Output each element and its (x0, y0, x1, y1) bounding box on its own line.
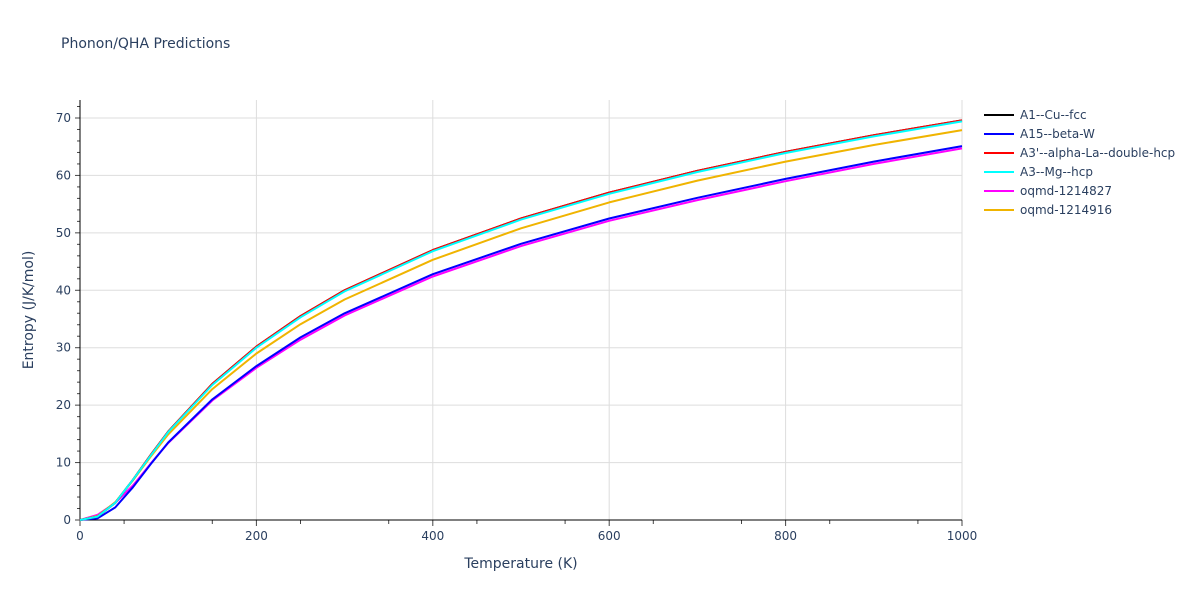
data-lines (79, 119, 963, 521)
legend-swatch (984, 189, 1014, 192)
legend-label: A1--Cu--fcc (1020, 107, 1087, 122)
legend-swatch (984, 151, 1014, 154)
series-line (79, 145, 963, 521)
legend-label: oqmd-1214916 (1020, 202, 1113, 217)
legend-swatch (984, 170, 1014, 173)
legend-swatch (984, 113, 1014, 116)
x-tick-label: 0 (76, 529, 84, 543)
y-tick-label: 50 (56, 226, 71, 240)
legend: A1--Cu--fcc A15--beta-W A3'--alpha-La--dou… (984, 105, 1175, 219)
x-tick-label: 200 (245, 529, 268, 543)
legend-item[interactable]: A1--Cu--fcc (984, 105, 1175, 124)
y-tick-label: 20 (56, 398, 71, 412)
x-tick-label: 400 (421, 529, 444, 543)
series-line (79, 120, 963, 521)
x-tick-label: 600 (598, 529, 621, 543)
y-axis-label: Entropy (J/K/mol) (21, 251, 37, 370)
legend-item[interactable]: A3--Mg--hcp (984, 162, 1175, 181)
legend-label: oqmd-1214827 (1020, 183, 1113, 198)
legend-item[interactable]: A15--beta-W (984, 124, 1175, 143)
y-tick-label: 70 (56, 111, 71, 125)
y-tick-label: 30 (56, 341, 71, 355)
series-line (79, 119, 963, 521)
y-tick-label: 10 (56, 456, 71, 470)
legend-swatch (984, 132, 1014, 135)
y-tick-label: 60 (56, 168, 71, 182)
series-line (79, 119, 963, 521)
legend-item[interactable]: A3'--alpha-La--double-hcp (984, 143, 1175, 162)
legend-label: A3--Mg--hcp (1020, 164, 1093, 179)
series-line (79, 147, 963, 521)
legend-item[interactable]: oqmd-1214827 (984, 181, 1175, 200)
x-tick-label: 1000 (947, 529, 978, 543)
grid-lines (80, 100, 963, 520)
x-axis-label: Temperature (K) (463, 556, 577, 572)
y-tick-label: 40 (56, 283, 71, 297)
legend-item[interactable]: oqmd-1214916 (984, 200, 1175, 219)
axes: 0 200 400 600 800 1000 0 10 20 30 40 50 60 70 (56, 100, 978, 543)
legend-label: A3'--alpha-La--double-hcp (1020, 145, 1176, 160)
series-line (79, 129, 963, 521)
x-tick-label: 800 (774, 529, 797, 543)
legend-label: A15--beta-W (1020, 126, 1095, 141)
chart-title: Phonon/QHA Predictions (61, 36, 231, 52)
legend-swatch (984, 208, 1014, 211)
y-tick-label: 0 (63, 513, 71, 527)
